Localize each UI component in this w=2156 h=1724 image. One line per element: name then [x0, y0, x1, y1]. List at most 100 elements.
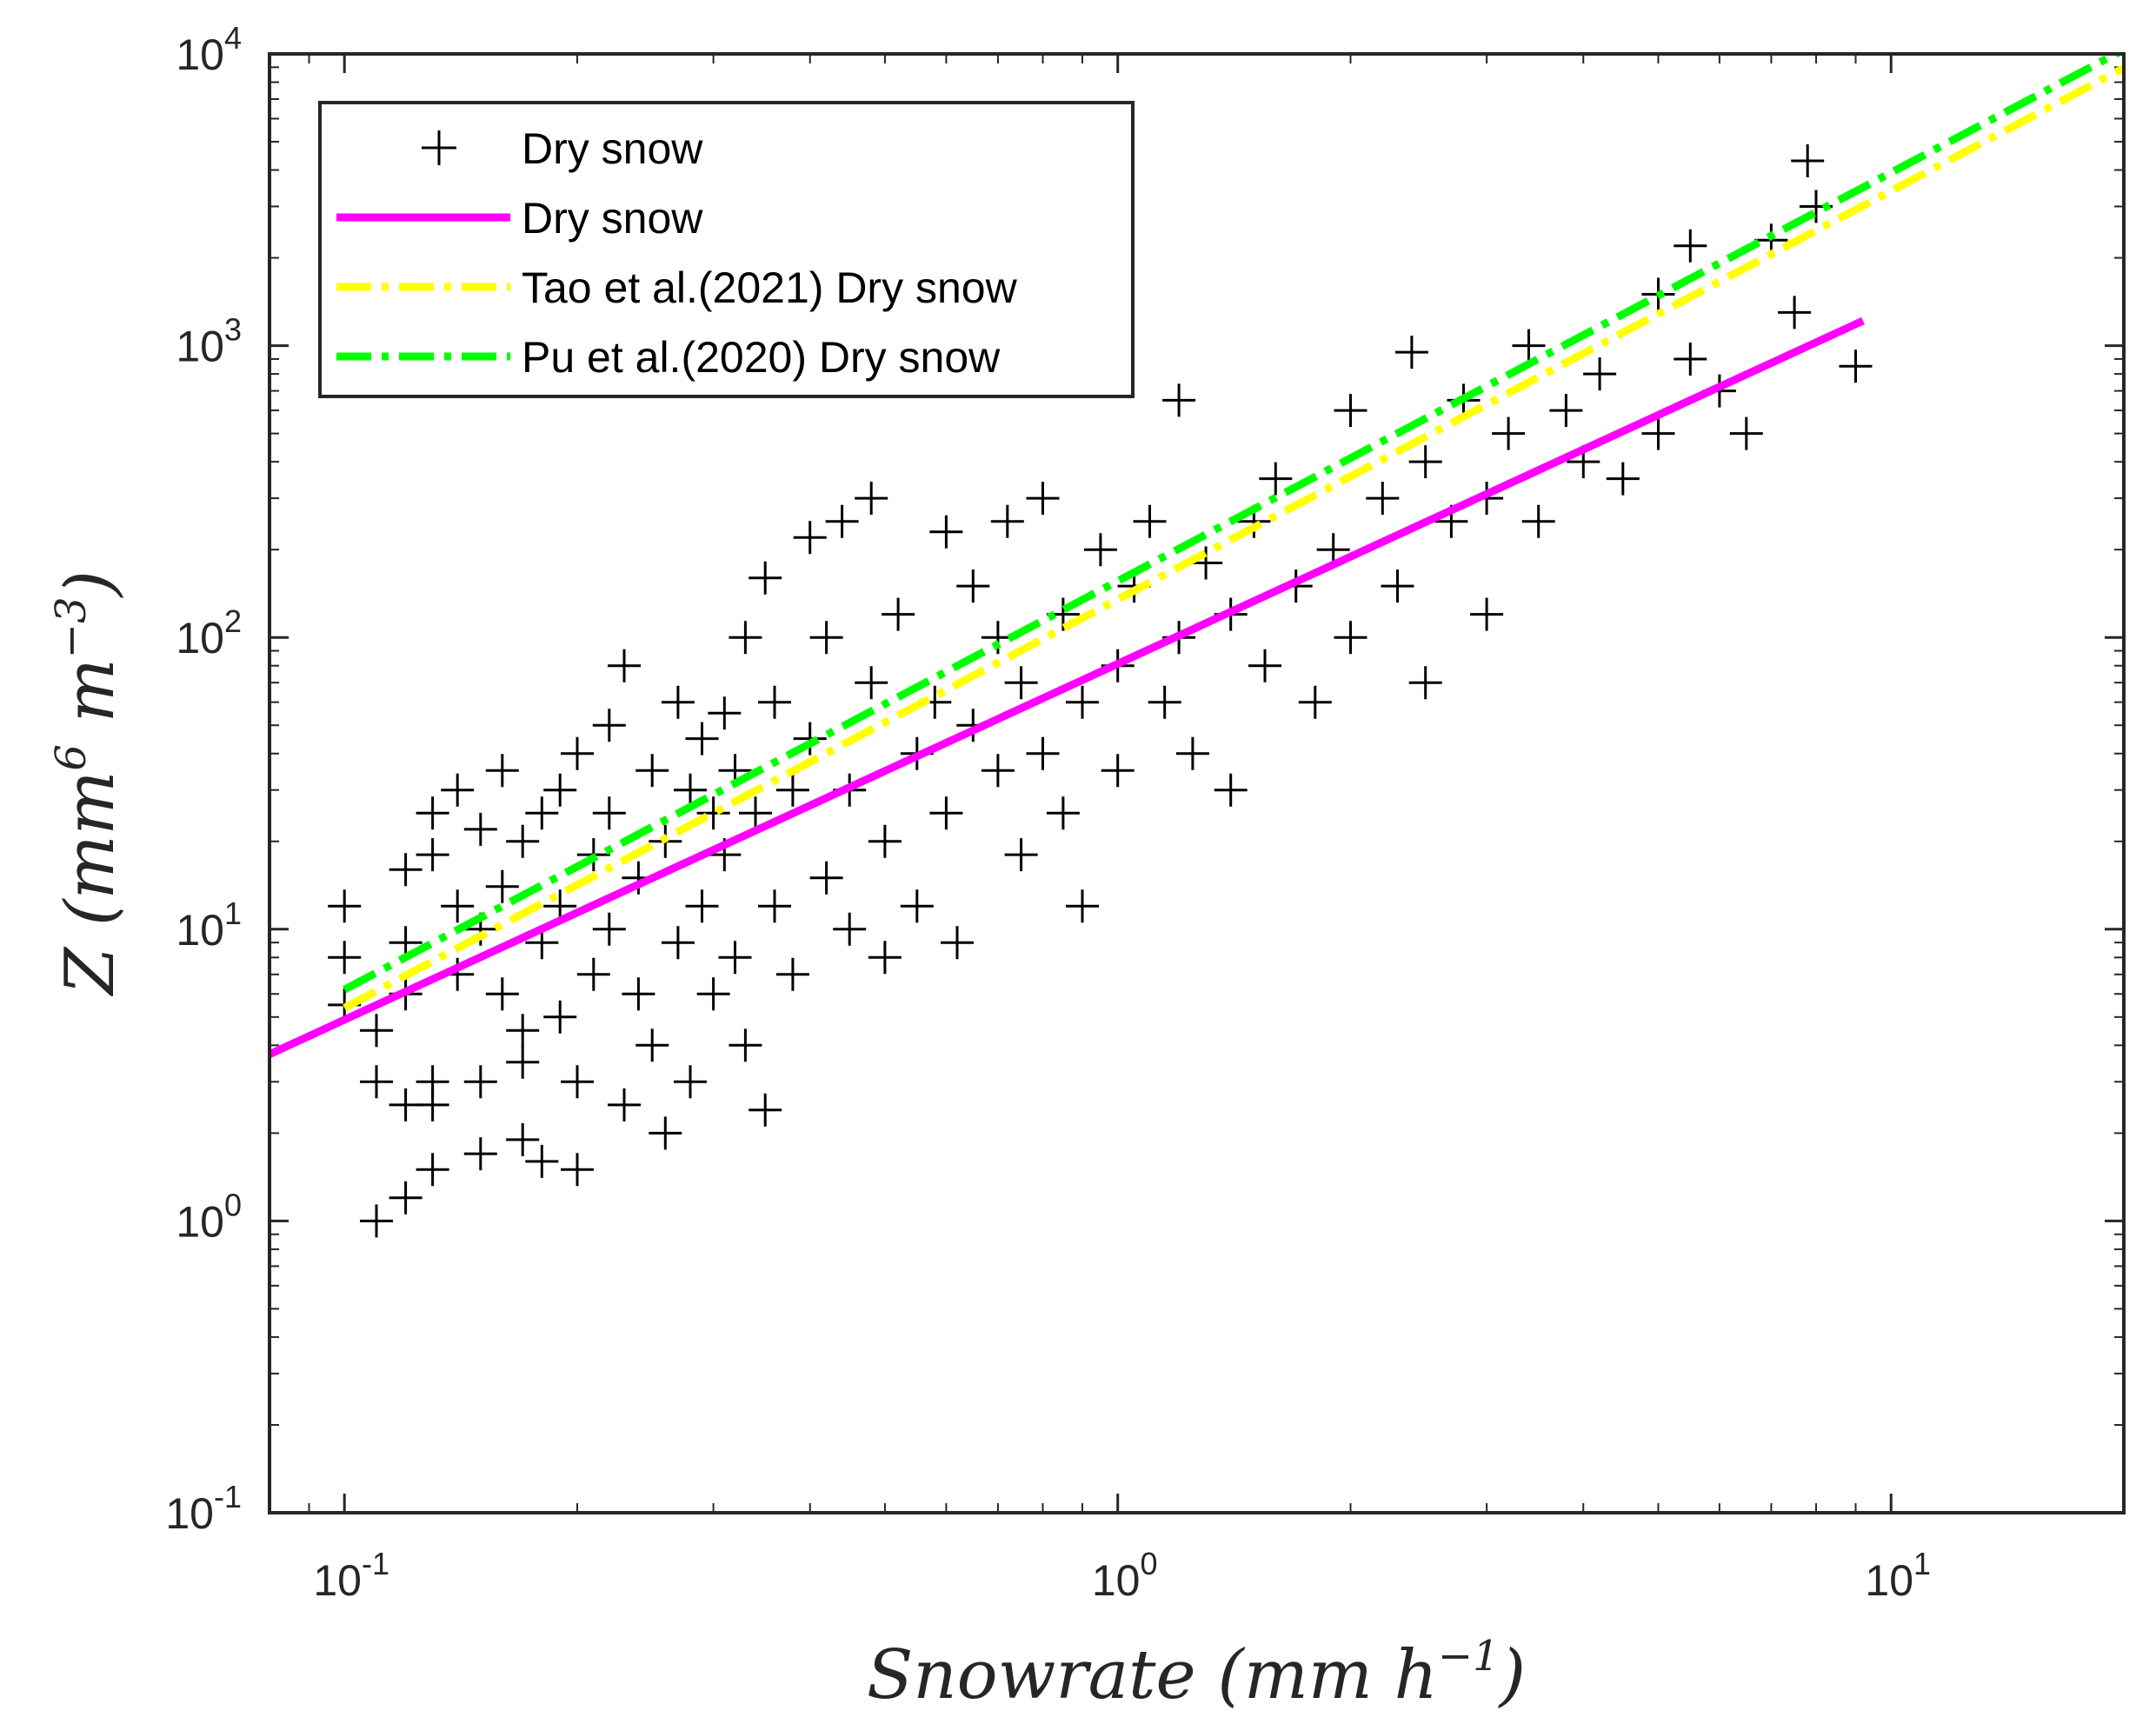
scatter-point [1334, 621, 1367, 655]
scatter-point [389, 1181, 423, 1215]
scatter-point [674, 1065, 707, 1099]
scatter-point [1334, 394, 1367, 428]
scatter-point [809, 621, 843, 655]
scatter-point [1641, 416, 1675, 450]
scatter-point [506, 1045, 540, 1079]
scatter-point [360, 1014, 393, 1048]
y-tick-label: 101 [176, 895, 242, 955]
scatter-point [758, 889, 791, 923]
legend-item-power-fit: Dry snow [336, 194, 703, 243]
plot-frame [268, 52, 2126, 1514]
legend-label: Tao et al.(2021) Dry snow [522, 263, 1018, 312]
scatter-point [685, 889, 719, 923]
x-axis-title: Snowrate (mm h−1) [867, 1632, 1526, 1714]
scatter-point [855, 666, 888, 700]
scatter-point [1408, 445, 1442, 479]
major-ticks [270, 52, 2124, 1514]
scatter-point [1046, 796, 1080, 830]
scatter-point [729, 621, 762, 655]
scatter-point [1512, 329, 1546, 363]
scatter-point [1214, 773, 1248, 807]
scatter-point [1549, 394, 1583, 428]
scatter-point [674, 773, 707, 807]
x-tick-label: 101 [1865, 1546, 1931, 1605]
legend-label: Dry snow [522, 194, 703, 243]
y-tick-label: 102 [176, 603, 242, 662]
scatter-point [389, 853, 423, 887]
scatter-point [561, 736, 594, 770]
scatter-point [1133, 504, 1167, 538]
scatter-point [506, 1014, 540, 1048]
scatter-point [416, 1153, 449, 1187]
scatter-point [1778, 296, 1812, 329]
scatter-point [739, 796, 772, 830]
scatter-point [1674, 343, 1707, 376]
scatter-point [1004, 666, 1038, 700]
scatter-point [543, 773, 577, 807]
y-tick-label: 103 [176, 312, 242, 371]
scatter-point [506, 824, 540, 858]
scatter-point [592, 796, 626, 830]
scatter-point [622, 977, 655, 1011]
scatter-point [1148, 685, 1181, 719]
scatter-point [929, 796, 963, 830]
scatter-point [749, 561, 782, 595]
scatter-point [900, 889, 934, 923]
scatter-point [941, 926, 974, 960]
scatter-point [1583, 357, 1617, 391]
scatter-point [485, 869, 519, 903]
fit-line [343, 64, 2124, 1012]
scatter-point [328, 941, 362, 975]
x-tick-label: 100 [1092, 1546, 1158, 1605]
scatter-point [661, 685, 695, 719]
scatter-point [1492, 416, 1526, 450]
scatter-point [1026, 482, 1060, 516]
scatter-point [990, 504, 1024, 538]
scatter-point [360, 1065, 393, 1099]
legend: Dry snow Dry snow Tao et al.(2021) Dry s… [318, 101, 1135, 398]
y-tick-label: 104 [176, 20, 242, 79]
scatter-point [758, 685, 791, 719]
scatter-layer [328, 144, 1873, 1238]
scatter-point [441, 773, 475, 807]
scatter-point [1394, 336, 1428, 369]
scatter-point [525, 796, 559, 830]
legend-box [318, 101, 1135, 398]
scatter-point [1026, 736, 1060, 770]
scatter-point [1791, 144, 1825, 177]
fit-line [343, 54, 2124, 994]
scatter-point [1101, 754, 1135, 788]
scatter-point [1175, 736, 1209, 770]
scatter-point [608, 649, 641, 682]
scatter-point [1408, 666, 1442, 700]
x-tick-label: 10-1 [313, 1546, 389, 1605]
scatter-point [463, 1065, 497, 1099]
scatter-point [868, 824, 902, 858]
scatter-point [956, 569, 990, 603]
scatter-point [868, 941, 902, 975]
scatter-point [696, 977, 730, 1011]
scatter-point [485, 754, 519, 788]
scatter-point [1839, 349, 1873, 383]
scatter-point [981, 754, 1015, 788]
scatter-point [1470, 597, 1504, 631]
scatter-point [360, 1204, 393, 1238]
scatter-point [608, 1088, 641, 1122]
scatter-point [506, 1122, 540, 1156]
scatter-point [635, 1028, 669, 1062]
scatter-point [661, 926, 695, 960]
x-tick-labels: 10-1 100 101 [313, 1546, 1931, 1605]
scatter-point [825, 504, 859, 538]
legend-label: Pu et al.(2020) Dry snow [522, 333, 1001, 382]
scatter-point [718, 941, 752, 975]
legend-label: Dry snow [522, 124, 703, 173]
scatter-point [576, 957, 610, 991]
y-tick-label: 100 [176, 1187, 242, 1246]
scatter-point [463, 1137, 497, 1171]
legend-item-pu-2020: Pu et al.(2020) Dry snow [336, 333, 1001, 382]
legend-item-tao-2021: Tao et al.(2021) Dry snow [336, 263, 1018, 312]
scatter-point [833, 912, 867, 946]
scatter-point [649, 1116, 682, 1150]
legend-plus-marker [422, 130, 456, 165]
